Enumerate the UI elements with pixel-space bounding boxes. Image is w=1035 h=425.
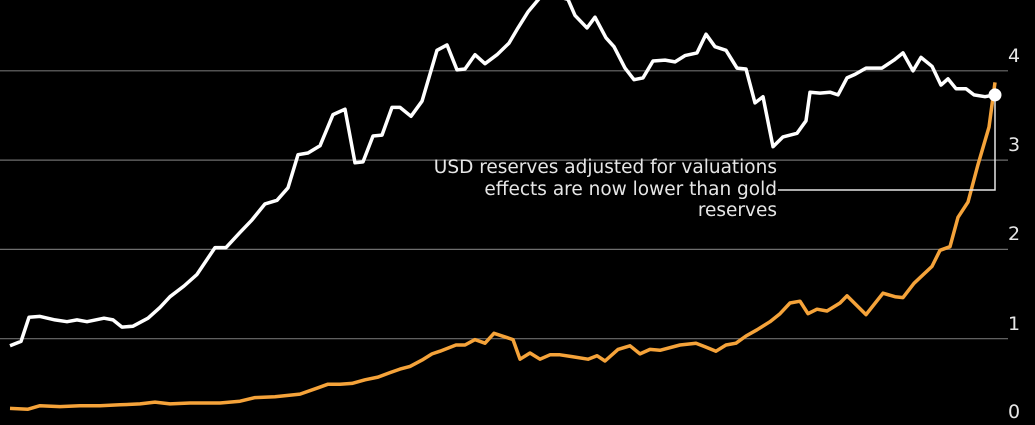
annotation-line: effects are now lower than gold xyxy=(484,179,777,200)
y-tick-label: 2 xyxy=(1008,223,1020,245)
annotation-line: reserves xyxy=(698,200,777,221)
gold-reserves-line xyxy=(9,82,997,411)
series-lines xyxy=(9,0,997,411)
gridlines xyxy=(0,70,1008,340)
y-tick-label: 3 xyxy=(1008,134,1020,156)
annotation-line: USD reserves adjusted for valuations xyxy=(434,157,777,178)
usd-reserves-line xyxy=(9,0,996,348)
annotation-leader-line xyxy=(778,94,996,191)
y-axis-ticks: 0 1 2 3 4 xyxy=(1008,45,1020,423)
y-tick-label: 1 xyxy=(1008,313,1020,335)
usd-end-point-marker xyxy=(988,88,1002,102)
y-tick-label: 4 xyxy=(1008,45,1020,67)
annotation: USD reserves adjusted for valuations eff… xyxy=(434,88,1002,221)
y-tick-label: 0 xyxy=(1008,401,1020,423)
